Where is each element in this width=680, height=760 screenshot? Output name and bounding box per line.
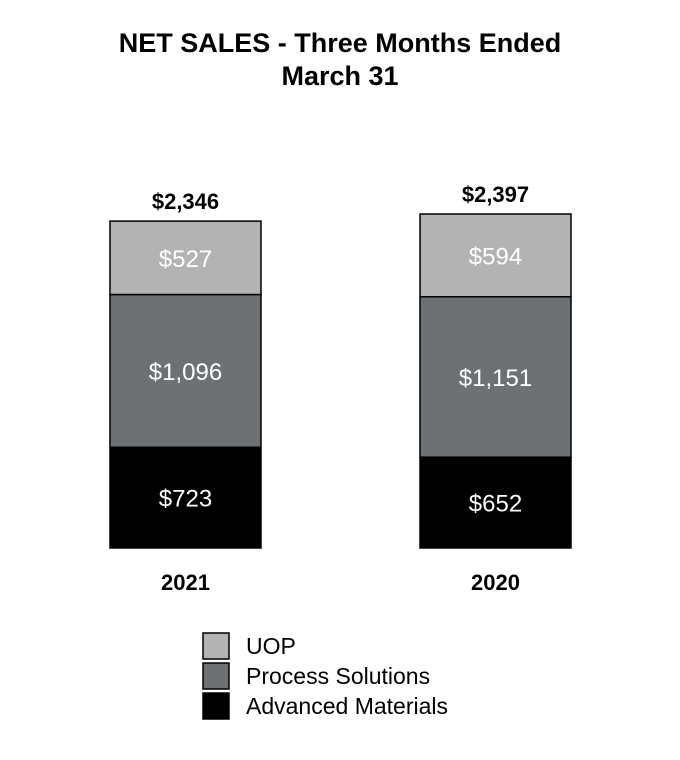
- bars-group: $723 $1,096 $527 $2,346 2021 $652 $1,151 $594 $2…: [109, 182, 572, 595]
- segment-label-2020-advanced-materials: $652: [469, 491, 522, 518]
- segment-label-2021-advanced-materials: $723: [159, 486, 212, 513]
- chart-title-line-1: NET SALES - Three Months Ended: [119, 28, 562, 58]
- legend-label-advanced-materials: Advanced Materials: [246, 693, 448, 719]
- legend-swatch-process-solutions: [202, 662, 230, 690]
- bar-segment-2021-advanced-materials: [109, 446, 262, 549]
- segment-label-2020-process-solutions: $1,151: [459, 365, 532, 392]
- bar-segment-2020-advanced-materials: [419, 456, 572, 549]
- category-label-2020: 2020: [471, 570, 520, 595]
- total-label-2020: $2,397: [462, 182, 529, 207]
- legend-swatch-advanced-materials: [202, 692, 230, 720]
- legend-label-uop: UOP: [246, 633, 296, 659]
- legend: UOP Process Solutions Advanced Materials: [202, 632, 448, 720]
- bar-segment-2021-uop: [109, 220, 262, 296]
- bar-segment-2020-uop: [419, 213, 572, 298]
- legend-label-process-solutions: Process Solutions: [246, 663, 430, 689]
- total-label-2021: $2,346: [152, 189, 219, 214]
- legend-swatch-uop: [202, 632, 230, 660]
- segment-label-2020-uop: $594: [469, 243, 522, 270]
- segment-label-2021-uop: $527: [159, 246, 212, 273]
- bar-segment-2021-process-solutions: [109, 293, 262, 449]
- chart-title-line-2: March 31: [281, 61, 398, 91]
- bar-segment-2020-process-solutions: [419, 296, 572, 458]
- category-label-2021: 2021: [161, 570, 210, 595]
- segment-label-2021-process-solutions: $1,096: [149, 359, 222, 386]
